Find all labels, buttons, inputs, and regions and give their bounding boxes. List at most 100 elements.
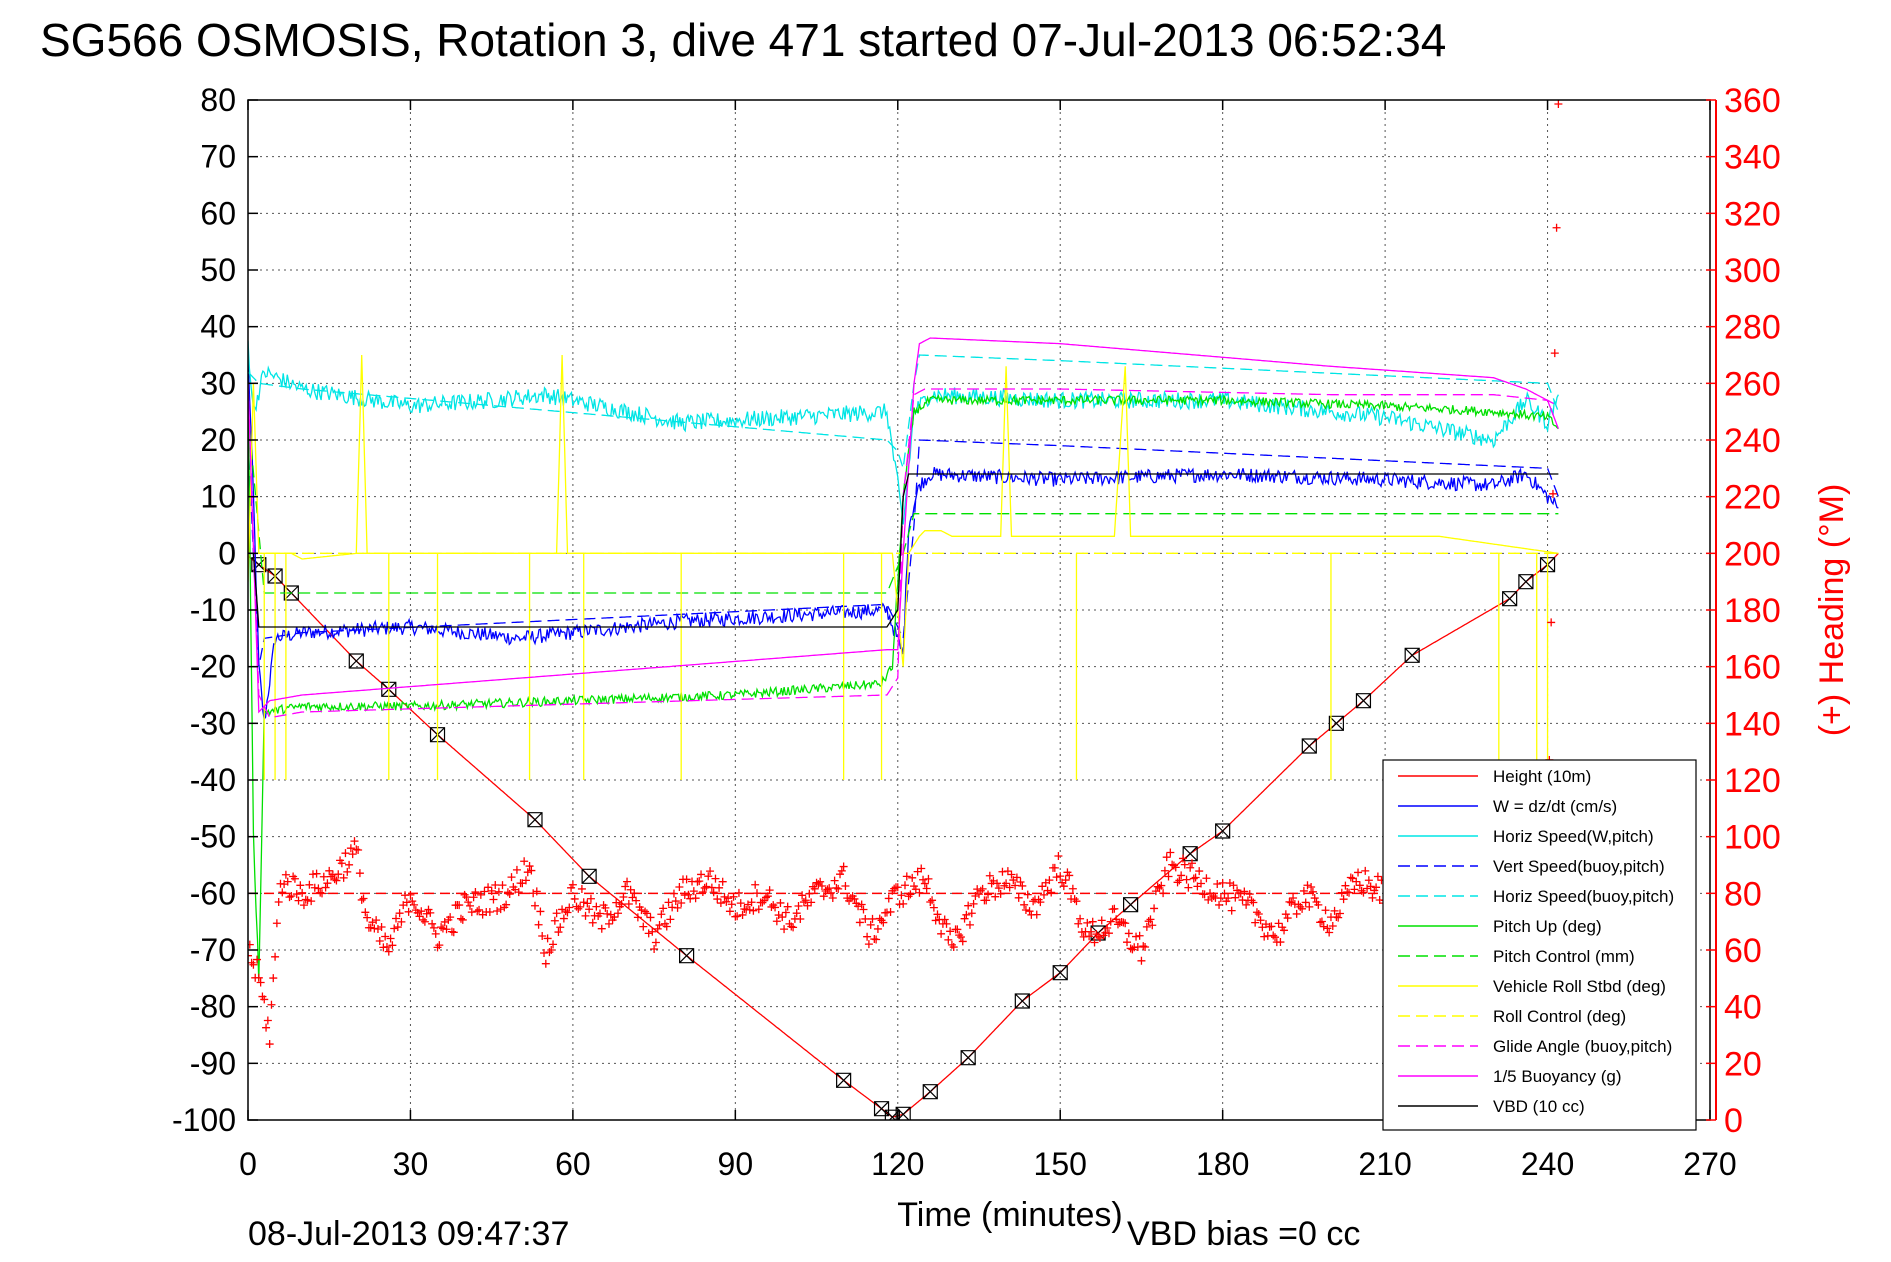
legend-label-w-dz-dt-cm-s: W = dz/dt (cm/s): [1493, 797, 1617, 816]
heading-point: [1352, 877, 1361, 886]
heading-point: [262, 1023, 271, 1032]
heading-point: [949, 943, 958, 952]
heading-point: [298, 888, 307, 897]
heading-point: [864, 940, 873, 949]
heading-point: [1345, 888, 1354, 897]
x-tick-label: 30: [393, 1146, 429, 1182]
heading-point: [586, 894, 595, 903]
heading-point: [612, 898, 621, 907]
heading-point: [754, 905, 763, 914]
series-vert-speed-buoy-pitch: [248, 439, 1560, 667]
heading-point: [512, 865, 521, 874]
y-tick-label: 20: [200, 422, 236, 458]
heading-point: [796, 915, 805, 924]
heading-point: [1361, 866, 1370, 875]
heading-point: [1220, 889, 1229, 898]
legend-label-vehicle-roll-stbd-deg: Vehicle Roll Stbd (deg): [1493, 977, 1666, 996]
heading-point: [1068, 884, 1077, 893]
heading-point: [435, 941, 444, 950]
depth-marker: [960, 1050, 976, 1066]
heading-point: [1550, 349, 1559, 358]
heading-point: [265, 1040, 274, 1049]
heading-point: [956, 932, 965, 941]
depth-marker: [1215, 823, 1231, 839]
heading-point: [1124, 929, 1133, 938]
heading-point: [689, 887, 698, 896]
heading-point: [390, 924, 399, 933]
right-tick-label: 0: [1724, 1102, 1743, 1140]
heading-point: [549, 940, 558, 949]
heading-point: [650, 945, 659, 954]
heading-point: [1090, 938, 1099, 947]
legend-label-pitch-up-deg: Pitch Up (deg): [1493, 917, 1602, 936]
heading-point: [552, 909, 561, 918]
depth-marker: [527, 812, 543, 828]
heading-point: [1287, 898, 1296, 907]
heading-point: [502, 900, 511, 909]
heading-point: [523, 868, 532, 877]
heading-point: [1314, 900, 1323, 909]
right-tick-label: 320: [1724, 195, 1781, 233]
heading-point: [799, 898, 808, 907]
heading-point: [866, 920, 875, 929]
heading-point: [873, 924, 882, 933]
heading-point: [1296, 902, 1305, 911]
heading-point: [691, 894, 700, 903]
heading-point: [834, 884, 843, 893]
heading-point: [469, 893, 478, 902]
heading-point: [783, 902, 792, 911]
heading-point: [339, 873, 348, 882]
y-tick-label: 70: [200, 139, 236, 175]
heading-point: [1139, 942, 1148, 951]
heading-point: [305, 880, 314, 889]
heading-point: [920, 879, 929, 888]
heading-point: [1554, 100, 1563, 108]
heading-point: [1281, 910, 1290, 919]
heading-point: [431, 929, 440, 938]
heading-point: [1150, 904, 1159, 913]
heading-point: [1148, 921, 1157, 930]
heading-point: [1204, 895, 1213, 904]
heading-point: [933, 910, 942, 919]
heading-point: [382, 942, 391, 951]
heading-point: [1025, 907, 1034, 916]
heading-point: [1132, 932, 1141, 941]
heading-point: [942, 919, 951, 928]
heading-point: [839, 862, 848, 871]
heading-point: [281, 870, 290, 879]
heading-point: [962, 910, 971, 919]
heading-point: [491, 881, 500, 890]
heading-point: [1215, 900, 1224, 909]
heading-point: [1343, 888, 1352, 897]
x-tick-label: 0: [239, 1146, 257, 1182]
heading-point: [307, 897, 316, 906]
heading-point: [1056, 872, 1065, 881]
heading-point: [534, 920, 543, 929]
heading-point: [410, 900, 419, 909]
heading-point: [1142, 922, 1151, 931]
heading-point: [341, 849, 350, 858]
heading-point: [429, 923, 438, 932]
heading-point: [1141, 943, 1150, 952]
heading-point: [381, 932, 390, 941]
heading-point: [1354, 868, 1363, 877]
heading-point: [623, 877, 632, 886]
heading-point: [604, 919, 613, 928]
heading-point: [872, 935, 881, 944]
heading-point: [570, 894, 579, 903]
heading-point: [771, 903, 780, 912]
heading-point: [581, 911, 590, 920]
heading-point: [960, 914, 969, 923]
heading-point: [801, 896, 810, 905]
right-tick-label: 360: [1724, 82, 1781, 120]
heading-point: [897, 891, 906, 900]
heading-point: [751, 880, 760, 889]
heading-point: [547, 945, 556, 954]
heading-point: [422, 909, 431, 918]
heading-point: [1200, 890, 1209, 899]
y-tick-label: 50: [200, 252, 236, 288]
heading-point: [946, 927, 955, 936]
heading-point: [1016, 878, 1025, 887]
heading-point: [363, 913, 372, 922]
heading-point: [1045, 876, 1054, 885]
